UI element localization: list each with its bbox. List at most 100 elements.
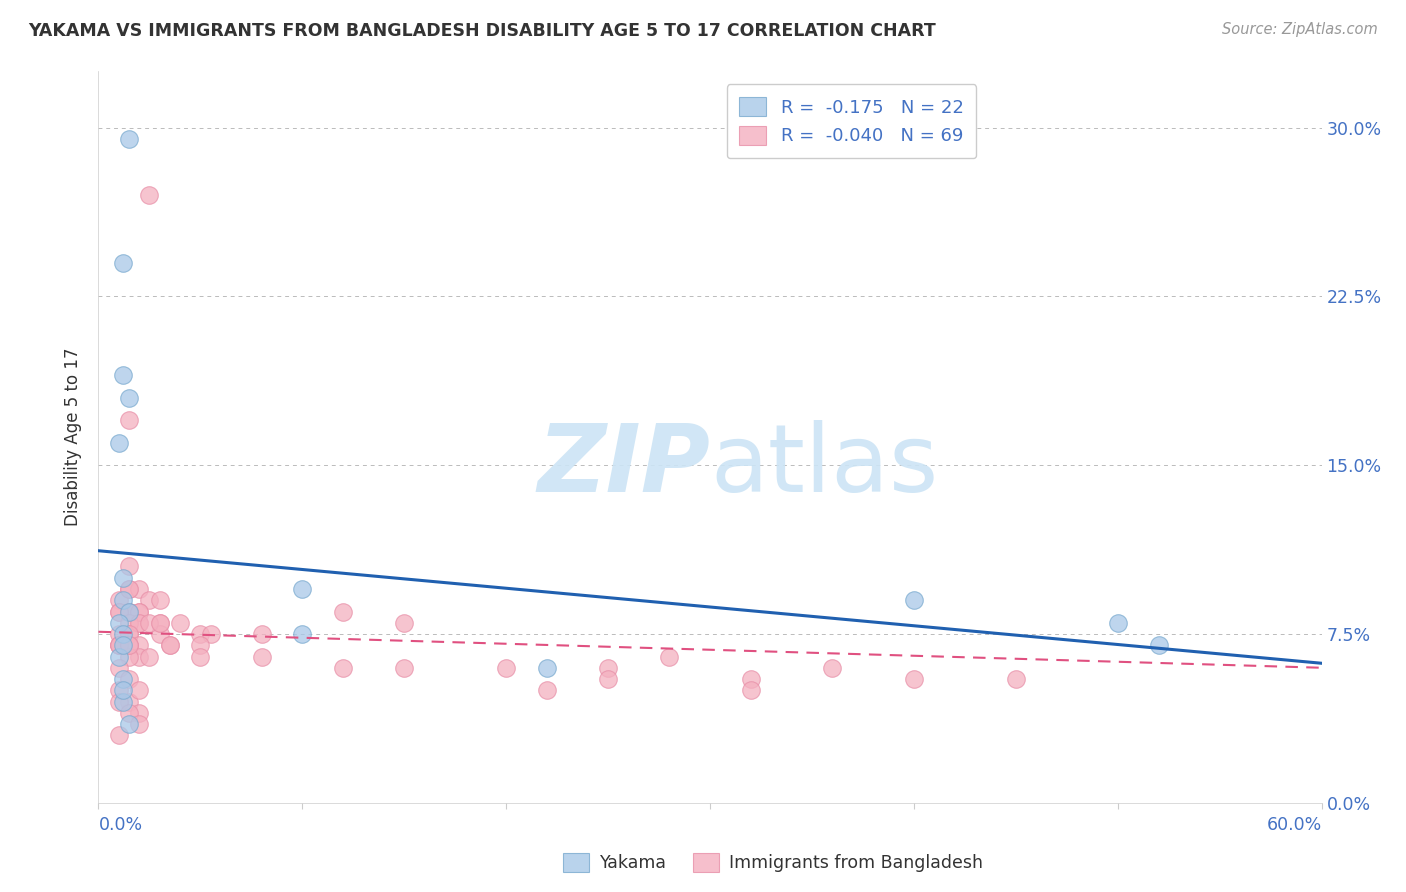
Point — [111, 672, 134, 686]
Point — [128, 615, 150, 630]
Point — [108, 605, 131, 619]
Point — [118, 605, 141, 619]
Text: 0.0%: 0.0% — [98, 816, 142, 834]
Legend: R =  -0.175   N = 22, R =  -0.040   N = 69: R = -0.175 N = 22, R = -0.040 N = 69 — [727, 84, 976, 158]
Point — [128, 582, 150, 596]
Point — [188, 638, 212, 652]
Point — [118, 717, 141, 731]
Point — [108, 435, 131, 450]
Point — [149, 593, 172, 607]
Point — [159, 638, 181, 652]
Point — [128, 717, 150, 731]
Point — [200, 627, 222, 641]
Point — [118, 638, 141, 652]
Point — [188, 649, 212, 664]
Point — [128, 615, 150, 630]
Point — [118, 706, 141, 720]
Point — [118, 582, 141, 596]
Point — [118, 649, 141, 664]
Point — [118, 559, 141, 574]
Point — [118, 694, 141, 708]
Point — [118, 672, 141, 686]
Point — [740, 683, 762, 698]
Point — [903, 593, 925, 607]
Point — [658, 649, 681, 664]
Point — [1147, 638, 1170, 652]
Text: YAKAMA VS IMMIGRANTS FROM BANGLADESH DISABILITY AGE 5 TO 17 CORRELATION CHART: YAKAMA VS IMMIGRANTS FROM BANGLADESH DIS… — [28, 22, 936, 40]
Point — [118, 627, 141, 641]
Point — [128, 638, 150, 652]
Point — [118, 605, 141, 619]
Point — [149, 615, 172, 630]
Text: atlas: atlas — [710, 420, 938, 512]
Point — [118, 638, 141, 652]
Point — [740, 672, 762, 686]
Point — [118, 615, 141, 630]
Point — [332, 661, 354, 675]
Point — [903, 672, 925, 686]
Point — [1107, 615, 1129, 630]
Point — [250, 627, 273, 641]
Point — [536, 683, 558, 698]
Point — [108, 638, 131, 652]
Point — [128, 649, 150, 664]
Point — [138, 188, 160, 202]
Point — [111, 368, 134, 383]
Point — [138, 593, 160, 607]
Point — [108, 627, 131, 641]
Point — [111, 593, 134, 607]
Point — [111, 694, 134, 708]
Point — [108, 661, 131, 675]
Point — [1004, 672, 1026, 686]
Point — [108, 638, 131, 652]
Point — [108, 683, 131, 698]
Point — [118, 605, 141, 619]
Point — [111, 571, 134, 585]
Text: ZIP: ZIP — [537, 420, 710, 512]
Point — [111, 638, 134, 652]
Point — [128, 706, 150, 720]
Point — [149, 615, 172, 630]
Point — [108, 728, 131, 742]
Point — [118, 605, 141, 619]
Text: Source: ZipAtlas.com: Source: ZipAtlas.com — [1222, 22, 1378, 37]
Point — [128, 683, 150, 698]
Point — [118, 413, 141, 427]
Point — [128, 605, 150, 619]
Point — [291, 627, 314, 641]
Point — [159, 638, 181, 652]
Legend: Yakama, Immigrants from Bangladesh: Yakama, Immigrants from Bangladesh — [557, 846, 990, 879]
Point — [118, 582, 141, 596]
Point — [138, 649, 160, 664]
Point — [250, 649, 273, 664]
Point — [596, 661, 619, 675]
Point — [118, 638, 141, 652]
Point — [108, 615, 131, 630]
Point — [392, 661, 416, 675]
Point — [118, 627, 141, 641]
Point — [536, 661, 558, 675]
Point — [108, 593, 131, 607]
Point — [118, 132, 141, 146]
Point — [495, 661, 517, 675]
Point — [108, 605, 131, 619]
Point — [108, 694, 131, 708]
Text: 60.0%: 60.0% — [1267, 816, 1322, 834]
Point — [108, 649, 131, 664]
Point — [188, 627, 212, 641]
Point — [332, 605, 354, 619]
Point — [821, 661, 844, 675]
Point — [392, 615, 416, 630]
Point — [111, 627, 134, 641]
Point — [111, 683, 134, 698]
Point — [596, 672, 619, 686]
Y-axis label: Disability Age 5 to 17: Disability Age 5 to 17 — [65, 348, 83, 526]
Point — [118, 391, 141, 405]
Point — [149, 627, 172, 641]
Point — [169, 615, 191, 630]
Point — [138, 615, 160, 630]
Point — [291, 582, 314, 596]
Point — [108, 638, 131, 652]
Point — [111, 255, 134, 269]
Point — [128, 605, 150, 619]
